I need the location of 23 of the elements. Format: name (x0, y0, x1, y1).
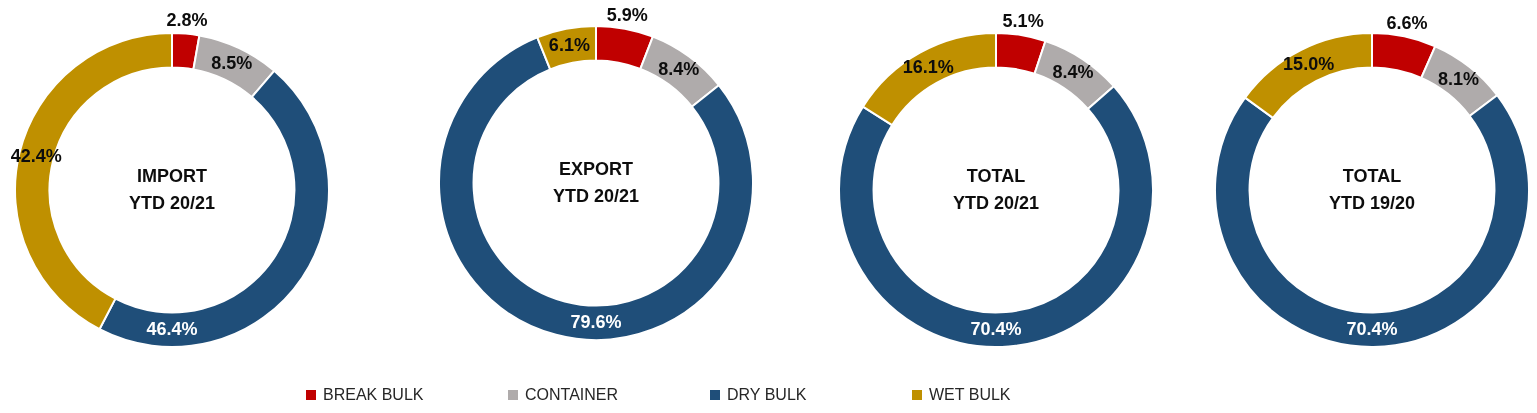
data-label: 2.8% (166, 9, 208, 30)
slice-label: EXPORT YTD 20/21 (551, 158, 640, 208)
data-label: 16.1% (902, 56, 954, 77)
legend-label: BREAK BULK (323, 386, 424, 404)
data-label: 6.1% (548, 34, 590, 55)
data-label: 5.1% (1002, 11, 1044, 32)
legend-label: WET BULK (929, 386, 1011, 404)
data-label: 8.4% (1052, 62, 1094, 83)
slice-label: TOTAL YTD 20/21 (951, 165, 1040, 215)
legend-label: DRY BULK (727, 386, 807, 404)
data-label: 15.0% (1283, 54, 1335, 75)
data-label: 8.4% (658, 59, 700, 80)
data-label: 6.6% (1386, 12, 1428, 33)
slice-label: IMPORT YTD 20/21 (127, 165, 216, 215)
data-label: 8.1% (1438, 69, 1480, 90)
data-label: 46.4% (146, 318, 198, 339)
legend-label: CONTAINER (525, 386, 619, 404)
slice-label: TOTAL YTD 19/20 (1327, 165, 1416, 215)
data-label: 70.4% (1346, 318, 1398, 339)
data-label: 79.6% (570, 311, 622, 332)
data-label: 5.9% (606, 4, 648, 25)
data-label: 70.4% (970, 318, 1022, 339)
data-label: 8.5% (211, 52, 253, 73)
